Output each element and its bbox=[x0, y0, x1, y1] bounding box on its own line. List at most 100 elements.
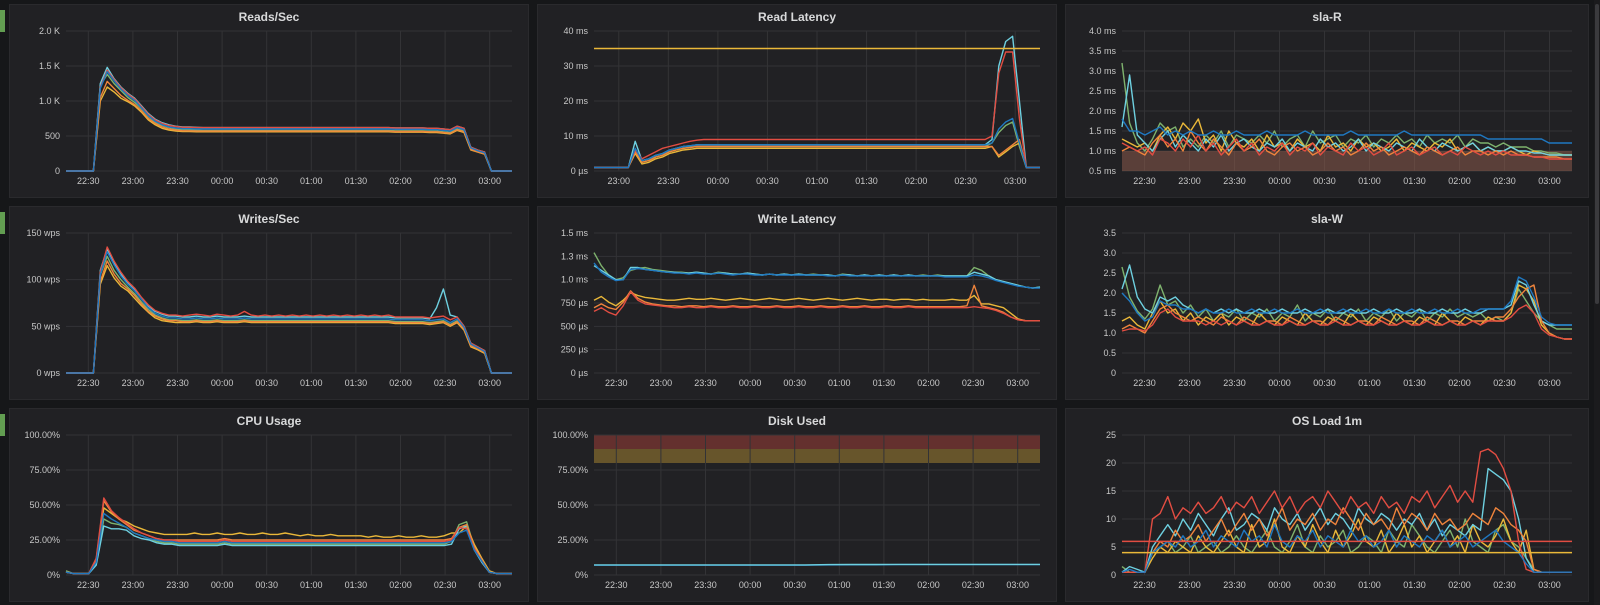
x-tick-label: 01:00 bbox=[806, 176, 829, 186]
y-tick-label: 100.00% bbox=[24, 430, 60, 440]
panel-os-load[interactable]: OS Load 1m 0 5 10 15 20 25 22:30 23:00 23:30 00:0… bbox=[1065, 408, 1589, 602]
x-tick-label: 01:30 bbox=[1403, 378, 1426, 388]
y-tick-label: 75.00% bbox=[557, 465, 588, 475]
panel-title[interactable]: CPU Usage bbox=[236, 414, 302, 428]
x-tick-label: 23:00 bbox=[1178, 580, 1201, 590]
y-tick-label: 2.0 bbox=[1103, 288, 1116, 298]
x-tick-label: 23:30 bbox=[166, 176, 189, 186]
chart-svg: 0 µs 250 µs 500 µs 750 µs 1.0 ms 1.3 ms 1.5 ms… bbox=[561, 228, 1041, 388]
x-tick-label: 00:00 bbox=[739, 580, 762, 590]
x-tick-label: 00:00 bbox=[211, 580, 234, 590]
row-collapse-handle-3[interactable] bbox=[0, 414, 5, 436]
row-collapse-handle-2[interactable] bbox=[0, 212, 5, 234]
y-tick-label: 30 ms bbox=[563, 61, 588, 71]
y-tick-label: 500 bbox=[45, 131, 60, 141]
x-tick-label: 00:30 bbox=[1313, 580, 1336, 590]
x-tick-label: 23:30 bbox=[694, 580, 717, 590]
x-tick-label: 01:30 bbox=[1403, 580, 1426, 590]
series-line bbox=[65, 525, 512, 575]
chart-svg: 0 5 10 15 20 25 22:30 23:00 23:30 00:00 00:30 01:00… bbox=[1106, 430, 1572, 590]
panel-disk-used[interactable]: Disk Used 0% 25.00% 50.00% 75.00% 100.00% 22:… bbox=[537, 408, 1057, 602]
series-line bbox=[594, 138, 1040, 169]
scrollbar-thumb[interactable] bbox=[1595, 4, 1599, 304]
chart-svg: 0% 25.00% 50.00% 75.00% 100.00% 22:30 23:00 23:… bbox=[552, 430, 1040, 590]
x-tick-label: 23:30 bbox=[1223, 580, 1246, 590]
panel-title[interactable]: sla-R bbox=[1312, 10, 1342, 24]
x-tick-label: 23:30 bbox=[166, 378, 189, 388]
series-line bbox=[593, 262, 1040, 289]
y-tick-label: 3.0 bbox=[1103, 248, 1116, 258]
x-tick-label: 03:00 bbox=[478, 176, 501, 186]
x-tick-label: 23:00 bbox=[122, 378, 145, 388]
y-tick-label: 0% bbox=[47, 570, 60, 580]
x-tick-label: 00:30 bbox=[783, 378, 806, 388]
x-tick-label: 01:00 bbox=[300, 378, 323, 388]
y-tick-label: 750 µs bbox=[561, 298, 589, 308]
y-tick-label: 0% bbox=[575, 570, 588, 580]
x-tick-label: 01:00 bbox=[828, 378, 851, 388]
x-tick-label: 22:30 bbox=[77, 580, 100, 590]
x-tick-label: 00:00 bbox=[211, 176, 234, 186]
scrollbar[interactable] bbox=[1594, 0, 1600, 605]
x-tick-label: 01:00 bbox=[300, 580, 323, 590]
panel-reads-per-sec[interactable]: Reads/Sec 0 500 1.0 K 1.5 K 2.0 K 22:30 23:00 2… bbox=[9, 4, 529, 198]
panel-write-latency[interactable]: Write Latency 0 µs 250 µs 500 µs 750 µs 1.0 … bbox=[537, 206, 1057, 400]
y-tick-label: 1.5 ms bbox=[561, 228, 589, 238]
panel-title[interactable]: sla-W bbox=[1310, 212, 1343, 226]
x-tick-label: 00:30 bbox=[1313, 378, 1336, 388]
y-tick-label: 250 µs bbox=[561, 345, 589, 355]
x-tick-label: 03:00 bbox=[1538, 176, 1561, 186]
x-tick-label: 03:00 bbox=[1006, 378, 1029, 388]
x-tick-label: 22:30 bbox=[605, 580, 628, 590]
x-tick-label: 02:00 bbox=[1448, 580, 1471, 590]
panel-title[interactable]: Write Latency bbox=[757, 212, 837, 226]
row-collapse-handle-1[interactable] bbox=[0, 10, 5, 32]
y-tick-label: 2.0 K bbox=[39, 26, 60, 36]
panel-sla-w[interactable]: sla-W 0 0.5 1.0 1.5 2.0 2.5 3.0 3.5 22:30 23:00 23… bbox=[1065, 206, 1589, 400]
x-tick-label: 22:30 bbox=[77, 176, 100, 186]
x-tick-label: 02:30 bbox=[954, 176, 977, 186]
y-tick-label: 0 bbox=[1111, 368, 1116, 378]
y-tick-label: 0 bbox=[1111, 570, 1116, 580]
y-tick-label: 0 µs bbox=[571, 166, 589, 176]
series-line bbox=[1121, 62, 1572, 156]
chart-svg: 0% 25.00% 50.00% 75.00% 100.00% 22:30 23:00 23:… bbox=[24, 430, 512, 590]
series-line bbox=[66, 251, 512, 374]
y-tick-label: 20 bbox=[1106, 458, 1116, 468]
y-tick-label: 0 bbox=[55, 166, 60, 176]
y-tick-label: 0 wps bbox=[36, 368, 60, 378]
x-tick-label: 01:00 bbox=[1358, 580, 1381, 590]
series-line bbox=[1121, 523, 1572, 573]
panel-sla-r[interactable]: sla-R 0.5 ms 1.0 ms 1.5 ms 2.0 ms 2.5 ms 3.0 … bbox=[1065, 4, 1589, 198]
series-line bbox=[65, 512, 512, 575]
y-tick-label: 0.5 ms bbox=[1089, 166, 1117, 176]
x-tick-label: 23:30 bbox=[657, 176, 680, 186]
panel-cpu-usage[interactable]: CPU Usage 0% 25.00% 50.00% 75.00% 100.00% 22:… bbox=[9, 408, 529, 602]
series-line bbox=[1121, 134, 1572, 160]
y-tick-label: 10 ms bbox=[563, 131, 588, 141]
series-line bbox=[66, 80, 512, 172]
y-tick-label: 25.00% bbox=[29, 535, 60, 545]
x-tick-label: 02:00 bbox=[389, 378, 412, 388]
y-tick-label: 5 bbox=[1111, 542, 1116, 552]
series-line bbox=[66, 70, 512, 172]
panel-title[interactable]: Disk Used bbox=[767, 414, 827, 428]
panel-title[interactable]: Writes/Sec bbox=[238, 212, 300, 226]
x-tick-label: 23:00 bbox=[650, 378, 673, 388]
series-line bbox=[1121, 467, 1572, 573]
x-tick-label: 23:00 bbox=[1178, 176, 1201, 186]
panel-title[interactable]: Reads/Sec bbox=[238, 10, 300, 24]
panel-title[interactable]: Read Latency bbox=[757, 10, 837, 24]
panel-writes-per-sec[interactable]: Writes/Sec 0 wps 50 wps 100 wps 150 wps 22:3… bbox=[9, 206, 529, 400]
x-tick-label: 02:30 bbox=[434, 378, 457, 388]
x-tick-label: 02:00 bbox=[917, 378, 940, 388]
x-tick-label: 00:30 bbox=[783, 580, 806, 590]
x-tick-label: 02:00 bbox=[917, 580, 940, 590]
x-tick-label: 23:00 bbox=[608, 176, 631, 186]
x-tick-label: 00:30 bbox=[255, 580, 278, 590]
panel-read-latency[interactable]: Read Latency 0 µs 10 ms 20 ms 30 ms 40 ms 23:… bbox=[537, 4, 1057, 198]
panel-title[interactable]: OS Load 1m bbox=[1291, 414, 1362, 428]
y-tick-label: 0 µs bbox=[571, 368, 589, 378]
y-tick-label: 75.00% bbox=[29, 465, 60, 475]
x-tick-label: 03:00 bbox=[1538, 378, 1561, 388]
